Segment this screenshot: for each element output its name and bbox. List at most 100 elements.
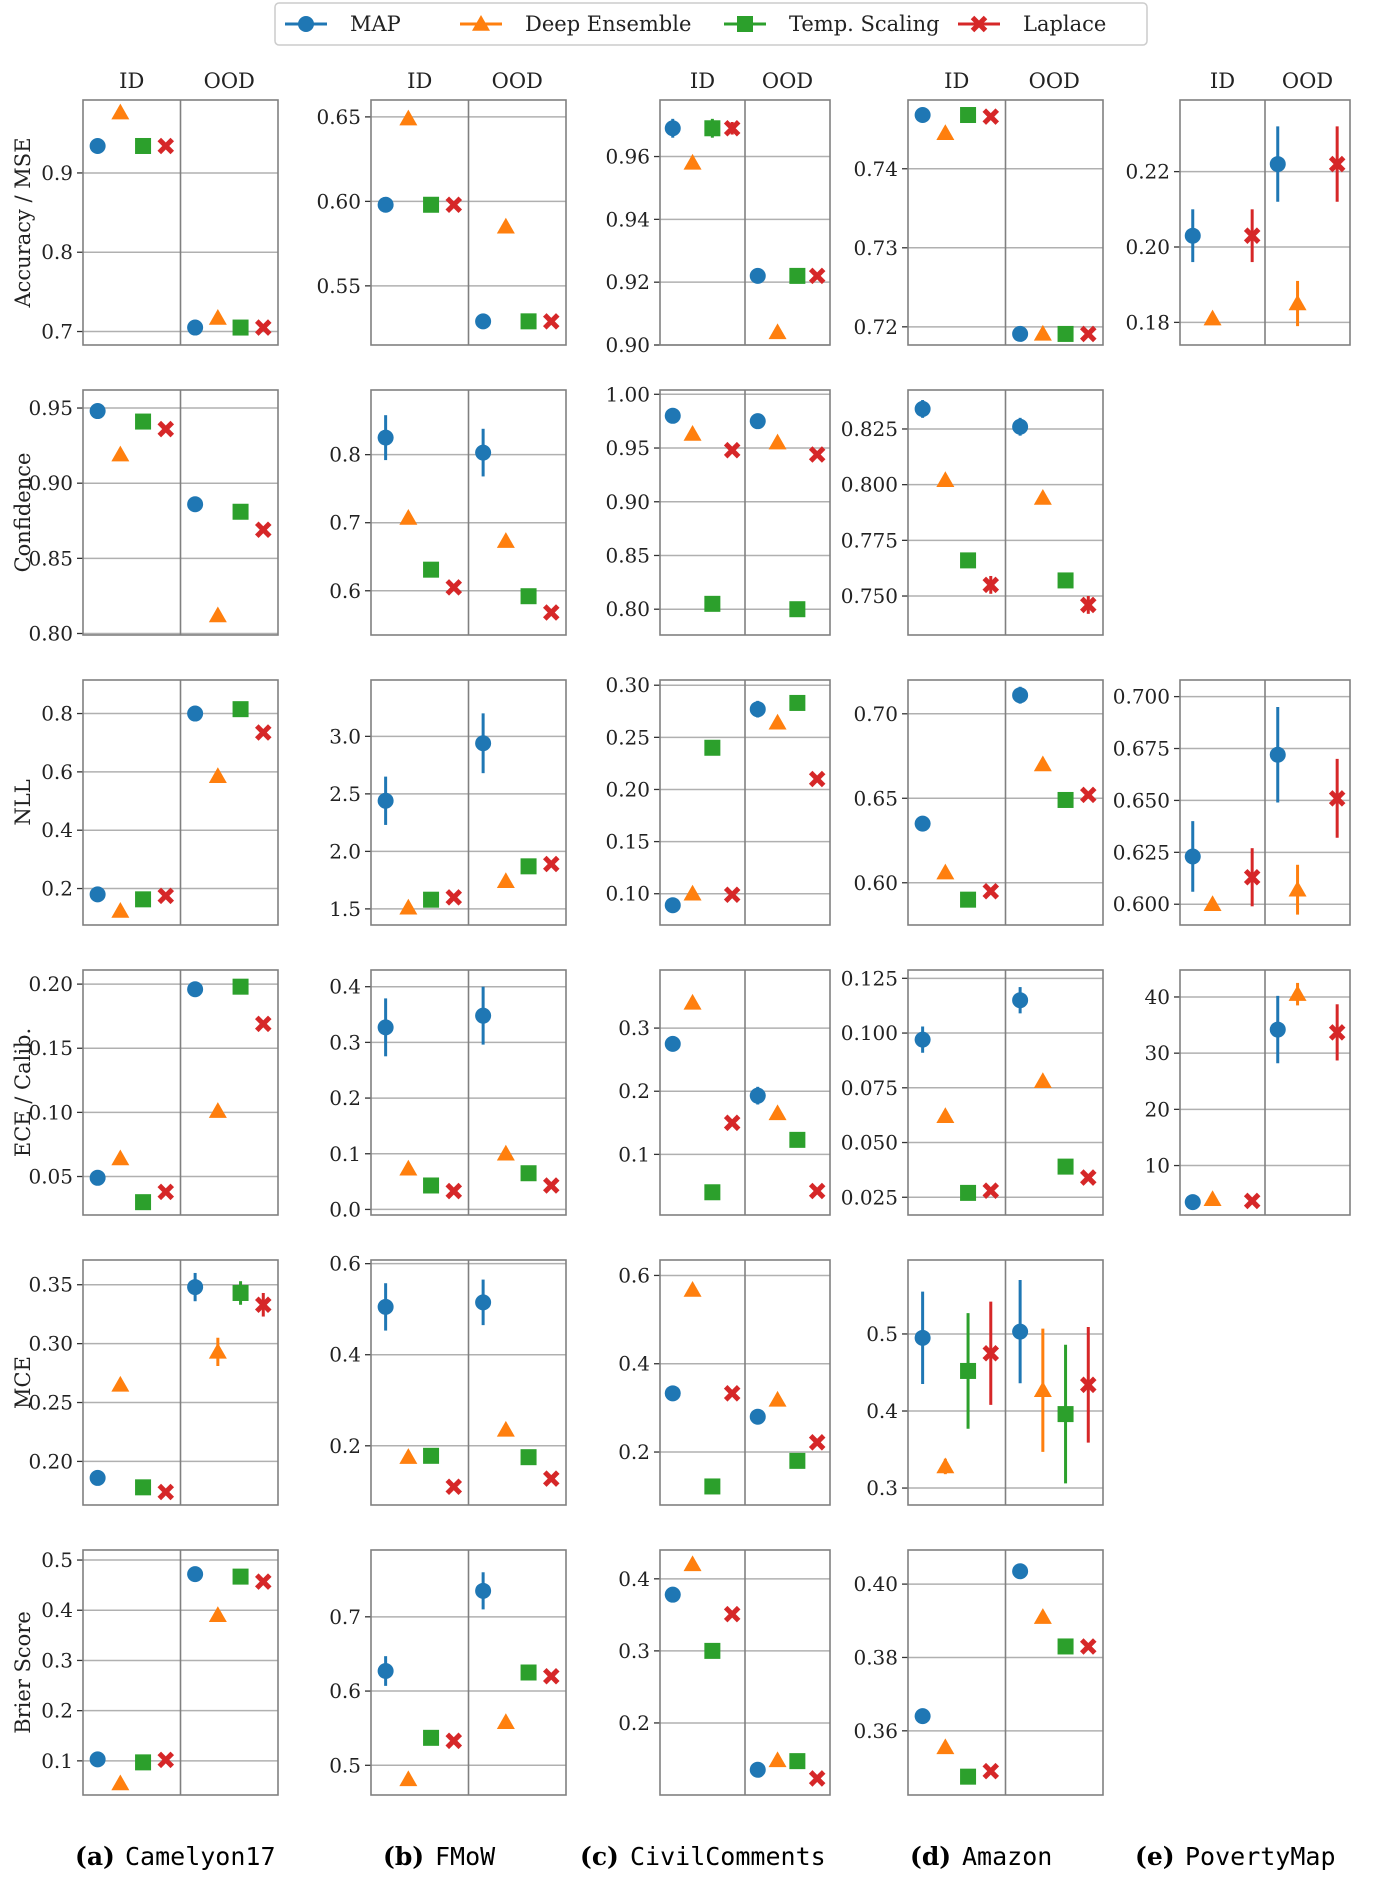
tick-label: 0.25	[28, 1391, 73, 1415]
point-temp-scaling-id	[704, 1478, 721, 1495]
point-deep-ensemble-ood	[208, 1102, 227, 1118]
point-deep-ensemble-ood	[1288, 985, 1307, 1001]
point-temp-scaling-ood	[232, 503, 249, 520]
point-temp-scaling-id	[423, 1729, 440, 1746]
point-deep-ensemble-ood	[768, 1104, 787, 1121]
point-laplace-id	[723, 1114, 741, 1132]
point-laplace-id	[982, 1182, 1000, 1199]
panel-camelyon17-brier-score: 0.1 0.2 0.3 0.4 0.5	[41, 1548, 279, 1796]
header-id: ID	[944, 69, 969, 93]
point-map-id	[914, 815, 931, 832]
point-deep-ensemble-ood	[496, 1420, 515, 1437]
tick-label: 0.80	[28, 621, 73, 645]
point-deep-ensemble-ood	[768, 1390, 787, 1407]
point-temp-scaling-id	[704, 120, 721, 137]
caption-d-letter: (d)	[910, 1842, 952, 1871]
tick-label: 0.4	[329, 975, 361, 999]
caption-a-name: Camelyon17	[125, 1842, 276, 1871]
tick-label: 0.1	[41, 1749, 73, 1773]
tick-label: 0.20	[28, 1449, 73, 1473]
point-map-id	[664, 1035, 681, 1052]
point-deep-ensemble-id	[1203, 309, 1222, 326]
point-laplace-id	[157, 887, 175, 905]
panel-camelyon17-ece-calib: 0.05 0.10 0.15 0.20	[28, 969, 279, 1216]
point-laplace-ood	[543, 604, 560, 621]
tick-label: 30	[1145, 1041, 1170, 1065]
point-deep-ensemble-ood	[208, 1606, 227, 1623]
point-map-ood	[187, 496, 204, 513]
tick-label: 0.70	[853, 702, 898, 726]
panel-amazon-brier-score: 0.36 0.38 0.40	[853, 1549, 1104, 1796]
point-map-id	[377, 1663, 394, 1680]
point-temp-scaling-id	[704, 1642, 721, 1659]
point-deep-ensemble-ood	[1033, 324, 1052, 341]
point-temp-scaling-id	[960, 1362, 977, 1379]
tick-label: 0.075	[841, 1076, 898, 1100]
point-temp-scaling-ood	[1057, 325, 1074, 342]
point-temp-scaling-id	[704, 739, 721, 756]
legend-entry-laplace: Laplace	[958, 12, 1106, 36]
point-laplace-id	[157, 1183, 175, 1201]
tick-label: 0.20	[605, 777, 650, 801]
tick-label: 0.3	[41, 1648, 73, 1672]
point-temp-scaling-ood	[789, 267, 806, 284]
point-laplace-ood	[1080, 1638, 1097, 1655]
point-deep-ensemble-ood	[768, 1751, 787, 1768]
point-temp-scaling-ood	[232, 1568, 249, 1585]
point-laplace-id	[445, 1182, 463, 1200]
point-map-id	[377, 792, 394, 809]
legend-label: MAP	[350, 12, 401, 36]
point-deep-ensemble-id	[936, 863, 955, 880]
tick-label: 0.74	[853, 157, 898, 181]
tick-label: 0.6	[41, 760, 73, 784]
point-laplace-id	[723, 1605, 741, 1623]
point-laplace-ood	[808, 1182, 826, 1200]
tick-label: 0.4	[41, 818, 73, 842]
tick-label: 0.36	[853, 1719, 898, 1743]
tick-label: 1.5	[329, 897, 361, 921]
point-laplace-ood	[1080, 596, 1097, 614]
tick-label: 0.650	[1113, 788, 1170, 812]
tick-label: 0.25	[605, 725, 650, 749]
point-temp-scaling-id	[960, 552, 977, 569]
tick-label: 0.30	[28, 1332, 73, 1356]
tick-label: 0.20	[28, 972, 73, 996]
tick-label: 0.1	[329, 1142, 361, 1166]
row-label-nll: NLL	[11, 779, 35, 825]
tick-label: 0.2	[329, 1434, 361, 1458]
point-deep-ensemble-id	[111, 1149, 130, 1166]
tick-label: 0.8	[41, 240, 73, 264]
panel-povertymap-accuracy-mse: 0.18 0.20 0.22	[1125, 99, 1351, 346]
row-label-confidence: Confidence	[11, 453, 35, 573]
point-temp-scaling-ood	[520, 588, 537, 605]
point-laplace-id	[982, 108, 1000, 125]
point-deep-ensemble-ood	[1288, 880, 1307, 897]
point-map-ood	[187, 1279, 204, 1296]
point-map-ood	[749, 1087, 766, 1104]
point-map-id	[914, 400, 931, 417]
point-laplace-ood	[1080, 325, 1097, 343]
panel-civilcomments-nll: 0.10 0.15 0.20 0.25 0.30	[605, 673, 831, 926]
tick-label: 0.85	[28, 546, 73, 570]
panel-fmow-nll: 1.5 2.0 2.5 3.0	[329, 679, 567, 926]
tick-label: 0.20	[1125, 235, 1170, 259]
point-temp-scaling-ood	[1057, 572, 1074, 589]
panel-povertymap-nll: 0.600 0.625 0.650 0.675 0.700	[1113, 679, 1351, 926]
tick-label: 0.73	[853, 236, 898, 260]
point-map-id	[1184, 848, 1201, 865]
point-deep-ensemble-id	[399, 898, 418, 915]
tick-label: 0.6	[618, 1263, 650, 1287]
point-map-id	[914, 107, 931, 124]
tick-label: 0.6	[329, 1252, 361, 1276]
point-map-id	[914, 1329, 931, 1346]
point-temp-scaling-id	[960, 891, 977, 908]
point-map-id	[89, 886, 106, 903]
panel-camelyon17-nll: 0.2 0.4 0.6 0.8	[41, 679, 279, 926]
tick-label: 1.00	[605, 382, 650, 406]
point-laplace-id	[723, 441, 741, 459]
header-id: ID	[407, 69, 432, 93]
tick-label: 2.0	[329, 839, 361, 863]
tick-label: 0.2	[329, 1086, 361, 1110]
point-laplace-id	[723, 886, 741, 904]
point-map-ood	[187, 1566, 204, 1583]
